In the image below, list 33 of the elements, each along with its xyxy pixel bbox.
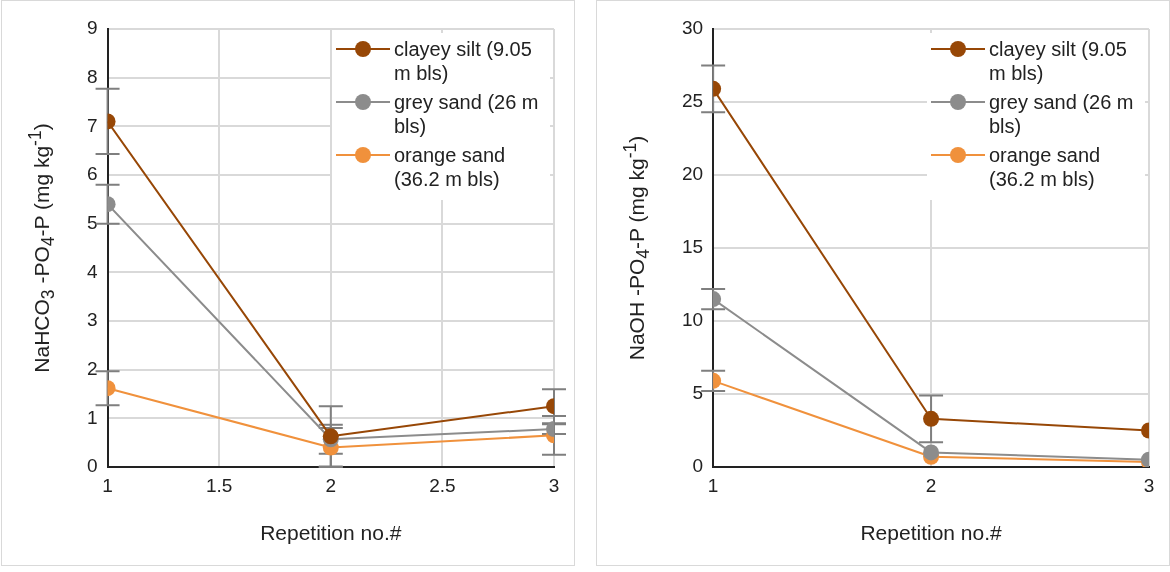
- y-tick-label: 7: [86, 114, 98, 136]
- x-axis-title: Repetition no.#: [860, 521, 1003, 545]
- legend-label: clayey silt (9.05 m bls): [394, 37, 533, 85]
- y-tick-label: 8: [86, 65, 98, 87]
- x-tick-label: 1: [707, 474, 719, 496]
- y-tick-label: 6: [86, 163, 98, 185]
- y-tick-label: 4: [86, 260, 98, 282]
- legend-label: grey sand (26 m bls): [394, 90, 540, 138]
- x-tick-label: 1: [102, 474, 113, 496]
- y-tick-label: 5: [86, 211, 98, 233]
- y-tick-label: 3: [86, 309, 98, 331]
- y-tick-label: 5: [692, 382, 704, 404]
- y-tick-label: 2: [86, 357, 98, 379]
- x-axis-title: Repetition no.#: [260, 521, 402, 545]
- y-tick-label: 10: [681, 309, 704, 331]
- x-tick-label: 2.5: [429, 474, 456, 496]
- y-tick-label: 25: [681, 90, 704, 112]
- x-tick-label: 1.5: [205, 474, 233, 496]
- x-tick-label: 3: [1143, 474, 1155, 496]
- legend-label: clayey silt (9.05 m bls): [989, 37, 1128, 85]
- legend-label: orange sand (36.2 m bls): [989, 143, 1102, 191]
- y-tick-label: 0: [86, 455, 98, 477]
- y-tick-label: 20: [681, 163, 704, 185]
- y-tick-label: 9: [86, 17, 98, 39]
- y-tick-label: 1: [86, 406, 98, 428]
- x-tick-label: 2: [325, 474, 337, 496]
- y-tick-label: 15: [681, 236, 704, 258]
- x-tick-label: 3: [548, 474, 560, 496]
- x-tick-label: 2: [925, 474, 937, 496]
- y-tick-label: 0: [692, 455, 704, 477]
- legend-label: grey sand (26 m bls): [989, 90, 1135, 138]
- y-tick-label: 30: [681, 17, 704, 39]
- legend-label: orange sand (36.2 m bls): [394, 143, 507, 191]
